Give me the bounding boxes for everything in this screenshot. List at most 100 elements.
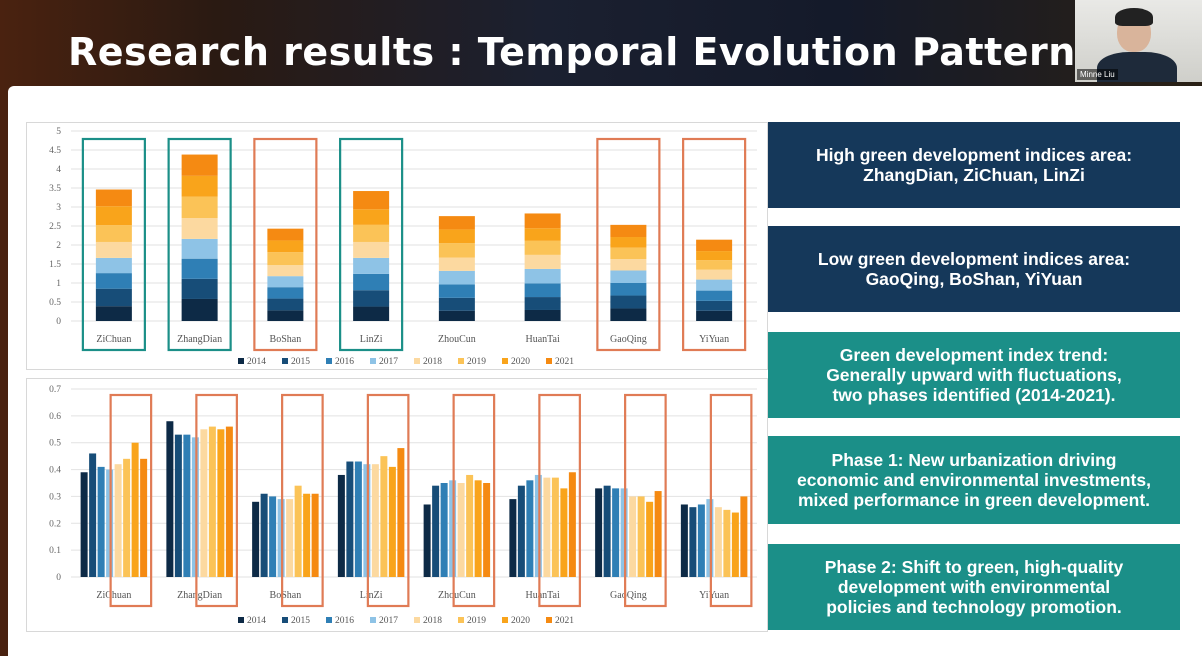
y-tick-label: 3 <box>56 203 61 213</box>
bar <box>526 480 533 577</box>
bar-segment <box>525 297 561 310</box>
slide-canvas: 0 0.5 1 1.5 2 2.5 3 3.5 4 4.5 5 ZiChuan ZhangDian BoS… <box>8 86 1202 656</box>
bar <box>655 491 662 577</box>
bar-segment <box>96 225 132 242</box>
category-label: HuanTai <box>525 334 560 345</box>
bar <box>646 502 653 577</box>
y-tick-label: 1.5 <box>49 260 61 270</box>
bar <box>338 475 345 577</box>
legend-label: 2017 <box>379 357 398 367</box>
legend-label: 2018 <box>423 616 442 626</box>
bar <box>175 435 182 577</box>
category-label: YiYuan <box>699 334 729 345</box>
bar-segment <box>610 248 646 259</box>
bar-segment <box>610 283 646 296</box>
category-label: ZhouCun <box>438 590 476 601</box>
bar-segment <box>696 301 732 311</box>
stacked-bar-chart: 0 0.5 1 1.5 2 2.5 3 3.5 4 4.5 5 ZiChuan ZhangDian BoS… <box>26 122 768 370</box>
y-tick-label: 0 <box>56 317 61 327</box>
bar <box>166 421 173 577</box>
bar-segment <box>696 291 732 301</box>
legend-label: 2016 <box>335 357 354 367</box>
bar <box>715 507 722 577</box>
bar-segment <box>182 299 218 321</box>
bar-segment <box>353 191 389 209</box>
phase1-panel: Phase 1: New urbanization driving econom… <box>768 436 1180 524</box>
bar-segment <box>182 218 218 239</box>
bar-segment <box>267 252 303 265</box>
y-tick-label: 2 <box>56 241 61 251</box>
bar <box>732 513 739 577</box>
bar-segment <box>525 255 561 269</box>
bar-segment <box>96 206 132 225</box>
bar-segment <box>525 283 561 297</box>
bar <box>132 443 139 577</box>
category-label: ZiChuan <box>96 590 131 601</box>
bar-segment <box>696 251 732 260</box>
bar <box>303 494 310 577</box>
y-tick-label: 4.5 <box>49 146 61 156</box>
category-label: BoShan <box>270 590 302 601</box>
bar <box>81 472 88 577</box>
bar <box>312 494 319 577</box>
bar <box>612 488 619 577</box>
slide-title: Research results : Temporal Evolution Pa… <box>68 30 1076 74</box>
legend-swatch <box>282 617 288 623</box>
bar <box>441 483 448 577</box>
legend-swatch <box>238 358 244 364</box>
bar-segment <box>182 259 218 279</box>
y-tick-label: 2.5 <box>49 222 61 232</box>
bar-segment <box>439 271 475 285</box>
trend-text: Green development index trend: Generally… <box>826 345 1122 405</box>
bar <box>466 475 473 577</box>
phase2-text: Phase 2: Shift to green, high-quality de… <box>825 557 1124 617</box>
grouped-bar-svg: 0 0.1 0.2 0.3 0.4 0.5 0.6 0.7 ZiChuan ZhangDian Bo… <box>27 379 769 633</box>
category-label: ZhangDian <box>177 590 222 601</box>
category-label: ZiChuan <box>96 334 131 345</box>
bar <box>226 427 233 577</box>
bar-segment <box>96 258 132 273</box>
y-tick-label: 0.4 <box>49 466 61 476</box>
category-label: ZhouCun <box>438 334 476 345</box>
participant-video[interactable]: Minne Liu <box>1075 0 1202 82</box>
bar-segment <box>353 307 389 321</box>
y-tick-label: 0.7 <box>49 385 61 395</box>
bar-segment <box>267 240 303 252</box>
legend-label: 2014 <box>247 616 266 626</box>
legend-swatch <box>370 358 376 364</box>
bar-segment <box>610 270 646 283</box>
bar <box>604 486 611 577</box>
bar-segment <box>525 310 561 321</box>
bar <box>295 486 302 577</box>
bar <box>261 494 268 577</box>
bar <box>355 462 362 577</box>
bar-segment <box>696 240 732 251</box>
low-index-panel: Low green development indices area: GaoQ… <box>768 226 1180 312</box>
bar <box>372 464 379 577</box>
bar-segment <box>439 298 475 311</box>
bar-segment <box>439 285 475 298</box>
category-label: LinZi <box>360 334 383 345</box>
bar <box>698 504 705 577</box>
bar <box>595 488 602 577</box>
bar <box>115 464 122 577</box>
legend-swatch <box>370 617 376 623</box>
bar-segment <box>267 310 303 321</box>
bar <box>98 467 105 577</box>
bar <box>681 504 688 577</box>
bar <box>560 488 567 577</box>
legend-label: 2017 <box>379 616 398 626</box>
y-tick-label: 0.1 <box>49 546 61 556</box>
bar <box>432 486 439 577</box>
bar-segment <box>353 225 389 242</box>
bar-segment <box>267 299 303 311</box>
y-tick-label: 0 <box>56 573 61 583</box>
high-index-text: High green development indices area: Zha… <box>816 145 1132 185</box>
bar <box>424 504 431 577</box>
bar-segment <box>182 239 218 259</box>
bar-segment <box>696 270 732 280</box>
category-label: ZhangDian <box>177 334 222 345</box>
bar-segment <box>353 258 389 274</box>
bar-segment <box>182 155 218 176</box>
category-label: LinZi <box>360 590 383 601</box>
